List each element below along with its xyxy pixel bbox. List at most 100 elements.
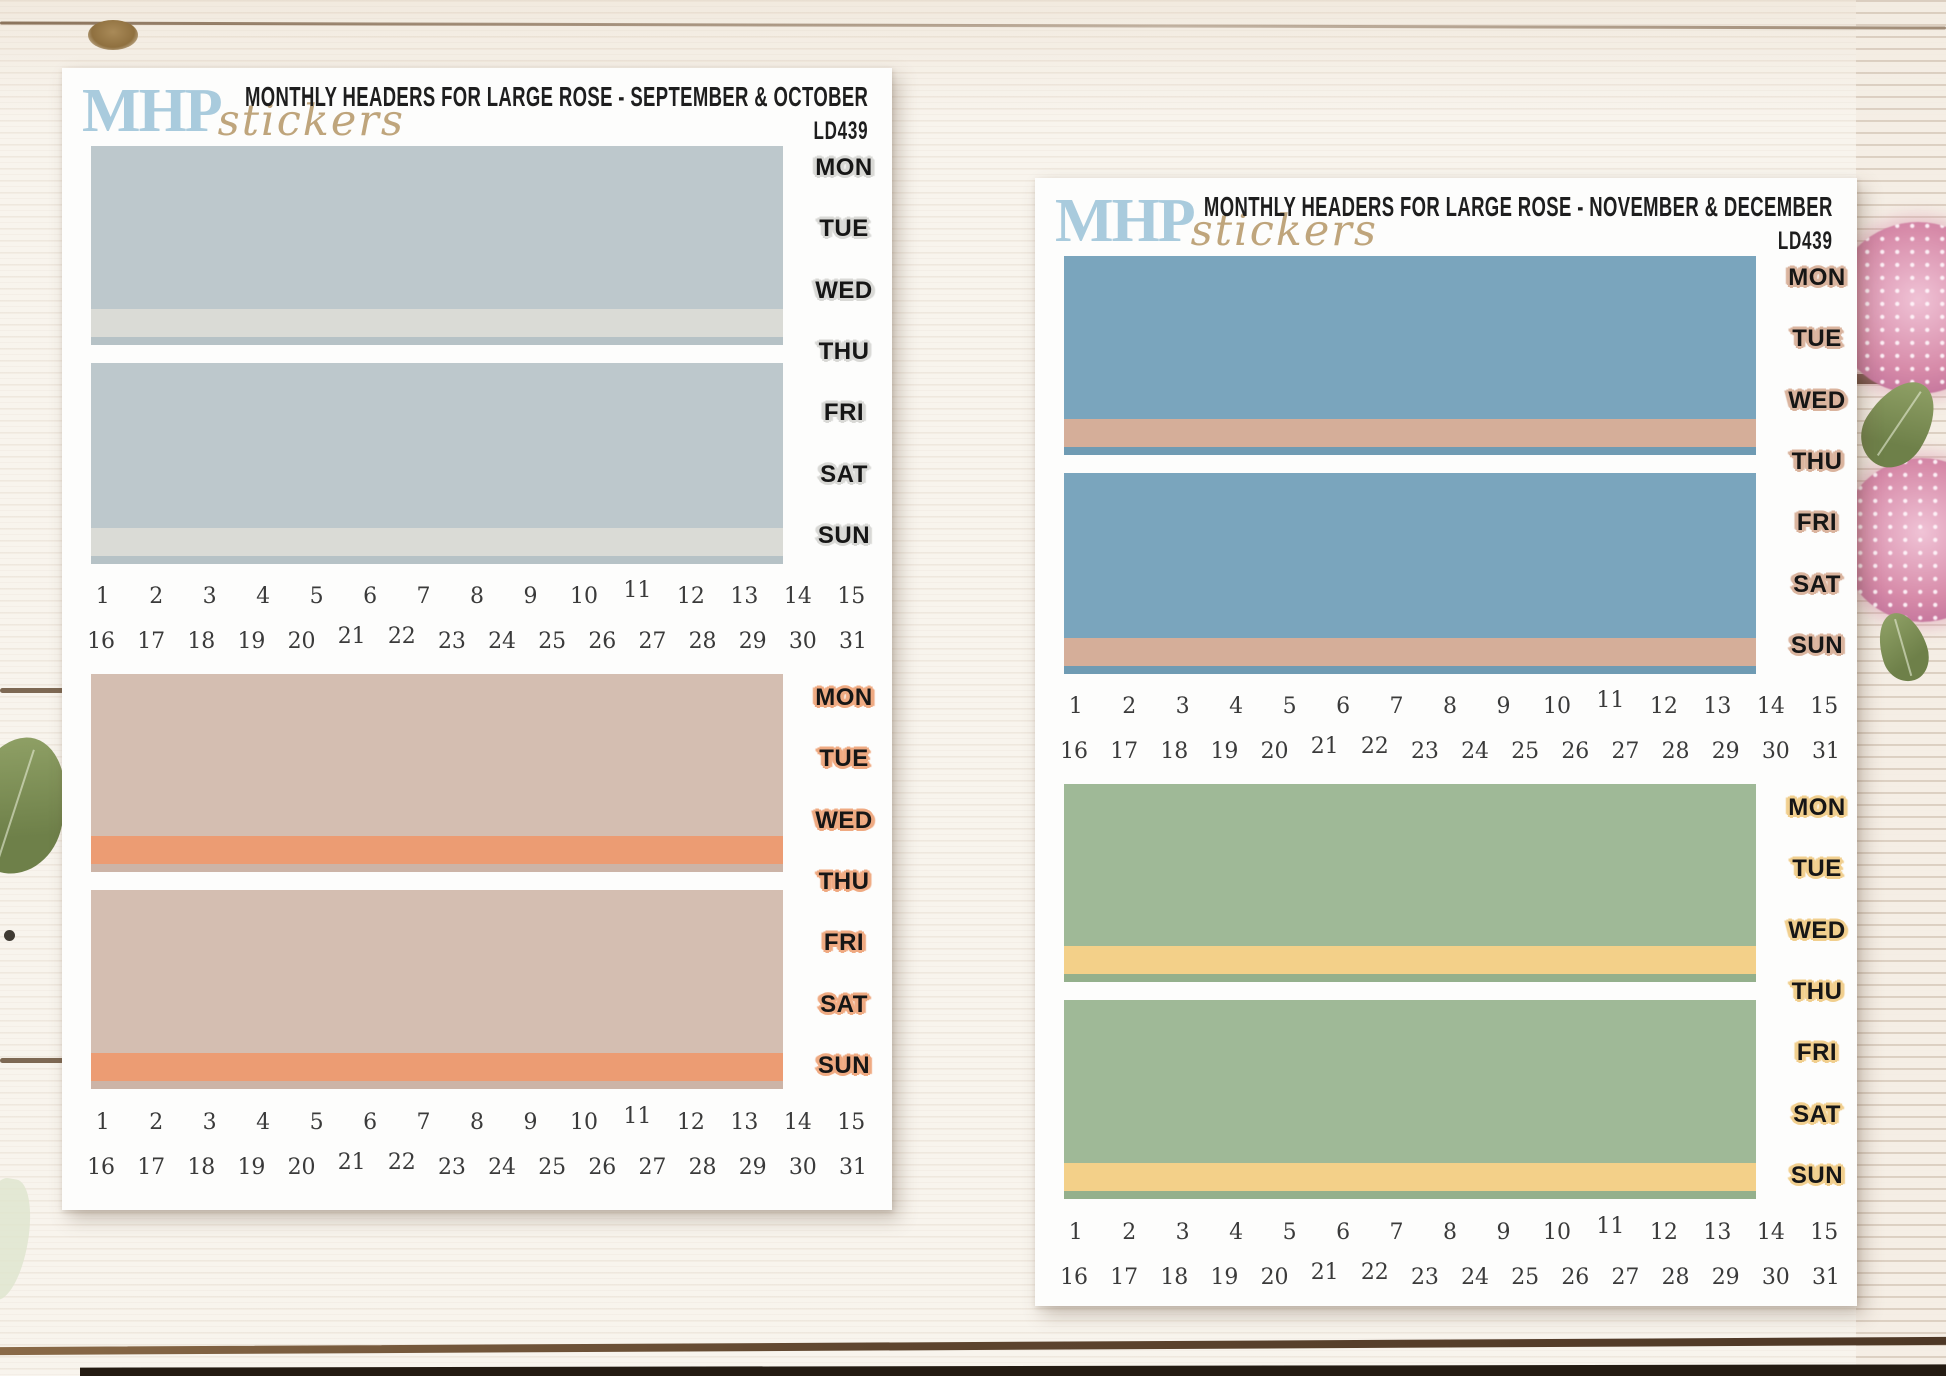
header-sticker-accent-strip [1064, 638, 1756, 666]
date-number: 24 [488, 1155, 517, 1180]
date-number: 12 [676, 1110, 705, 1135]
date-number: 30 [788, 629, 817, 654]
date-number-row: 16 17 18 19 20 21 22 23 24 25 26 27 28 29 30 31 [1049, 734, 1851, 766]
date-number: 14 [783, 1110, 812, 1135]
header-sticker-accent-strip [91, 309, 783, 337]
day-label-sticker: FRI [823, 399, 865, 427]
day-label-sticker: SAT [820, 990, 868, 1018]
day-label-sticker: FRI [823, 929, 865, 957]
date-number: 23 [1410, 739, 1439, 764]
header-sticker-accent-strip [91, 528, 783, 556]
date-number: 7 [1389, 1220, 1404, 1245]
day-label-sticker: THU [1791, 977, 1843, 1005]
sticker-sheet-september-october: MHP stickers MONTHLY HEADERS FOR LARGE R… [62, 68, 892, 1210]
day-label-sticker: WED [815, 276, 873, 304]
day-label-sticker: THU [1791, 447, 1843, 475]
date-number: 13 [1703, 1220, 1732, 1245]
day-label-sticker: SAT [1793, 1100, 1841, 1128]
sheet-header-text: MONTHLY HEADERS FOR LARGE ROSE - SEPTEMB… [26, 82, 868, 145]
header-sticker-accent-strip [91, 836, 783, 864]
date-number: 6 [363, 584, 378, 609]
pale-leaf [0, 1174, 39, 1304]
date-number: 27 [1611, 1265, 1640, 1290]
date-number: 2 [1122, 694, 1137, 719]
sticker-sheet-november-december: MHP stickers MONTHLY HEADERS FOR LARGE R… [1035, 178, 1857, 1306]
date-number: 13 [1703, 694, 1732, 719]
date-number-row: 1 2 3 4 5 6 7 8 9 10 11 12 13 14 15 [1049, 688, 1851, 721]
date-number: 5 [309, 584, 324, 609]
date-number: 12 [1649, 694, 1678, 719]
date-number: 30 [788, 1155, 817, 1180]
sheet-title: MONTHLY HEADERS FOR LARGE ROSE - NOVEMBE… [1204, 192, 1833, 223]
date-number: 13 [730, 584, 759, 609]
day-label-sticker: TUE [819, 745, 869, 773]
logo-stickers-text: stickers [217, 96, 405, 146]
month-header-sticker-october [91, 890, 783, 1089]
date-number: 16 [87, 629, 116, 654]
header-sticker-edge [1064, 666, 1756, 674]
logo-mhp-text: MHP [1055, 187, 1196, 255]
date-number: 17 [137, 629, 166, 654]
day-label-sticker: MON [1788, 794, 1846, 821]
wood-plank-seam [0, 21, 1946, 30]
date-number: 31 [838, 1155, 867, 1180]
date-number: 6 [1336, 1220, 1351, 1245]
date-number: 20 [1260, 1265, 1289, 1290]
date-number: 30 [1761, 1265, 1790, 1290]
header-sticker-body [91, 890, 783, 1053]
sheet-code: LD439 [813, 116, 868, 145]
date-number: 18 [1160, 739, 1189, 764]
date-number: 7 [1389, 694, 1404, 719]
date-number: 16 [87, 1155, 116, 1180]
header-sticker-accent-strip [1064, 1163, 1756, 1191]
wood-knot [88, 20, 138, 50]
date-number: 15 [1810, 694, 1839, 719]
date-number: 28 [688, 629, 717, 654]
date-number: 19 [1210, 1265, 1239, 1290]
day-label-sticker: SAT [820, 460, 868, 488]
date-number: 26 [1561, 739, 1590, 764]
header-sticker-edge [1064, 1191, 1756, 1199]
month-header-sticker-november [1064, 256, 1756, 455]
date-number: 8 [470, 1110, 485, 1135]
date-number: 27 [1611, 739, 1640, 764]
date-number: 3 [202, 584, 217, 609]
date-number: 11 [623, 1104, 652, 1129]
date-number: 15 [1810, 1220, 1839, 1245]
date-number: 4 [256, 1110, 271, 1135]
day-label-sticker: SUN [1790, 631, 1844, 659]
date-number-row: 1 2 3 4 5 6 7 8 9 10 11 12 13 14 15 [76, 578, 878, 611]
date-number: 1 [95, 1110, 110, 1135]
date-number: 3 [202, 1110, 217, 1135]
day-labels-column-september: MON TUE WED THU FRI SAT SUN [802, 154, 886, 550]
date-number: 5 [309, 1110, 324, 1135]
logo-stickers-text: stickers [1190, 206, 1378, 256]
mhp-stickers-logo: MHP stickers [1055, 186, 1378, 257]
header-sticker-edge [91, 864, 783, 872]
date-number: 21 [1310, 1260, 1339, 1285]
date-number: 28 [1661, 739, 1690, 764]
header-sticker-edge [1064, 974, 1756, 982]
day-label-sticker: TUE [819, 215, 869, 243]
date-number: 3 [1175, 1220, 1190, 1245]
date-number: 20 [287, 629, 316, 654]
wood-plank-seam [0, 1058, 64, 1063]
date-number: 15 [837, 1110, 866, 1135]
header-sticker-edge [91, 337, 783, 345]
day-label-sticker: THU [818, 337, 870, 365]
date-number: 11 [1596, 1214, 1625, 1239]
date-number: 8 [1443, 694, 1458, 719]
date-number: 2 [1122, 1220, 1137, 1245]
date-number: 28 [1661, 1265, 1690, 1290]
date-number: 21 [337, 1150, 366, 1175]
day-label-sticker: WED [1788, 916, 1846, 944]
seed-dot [4, 930, 15, 941]
header-sticker-edge [91, 556, 783, 564]
date-number: 26 [588, 1155, 617, 1180]
date-number: 19 [237, 629, 266, 654]
date-number: 12 [676, 584, 705, 609]
sheet-header-text: MONTHLY HEADERS FOR LARGE ROSE - NOVEMBE… [983, 192, 1833, 255]
date-number: 9 [1496, 694, 1511, 719]
date-number: 18 [1160, 1265, 1189, 1290]
date-number: 25 [1511, 739, 1540, 764]
